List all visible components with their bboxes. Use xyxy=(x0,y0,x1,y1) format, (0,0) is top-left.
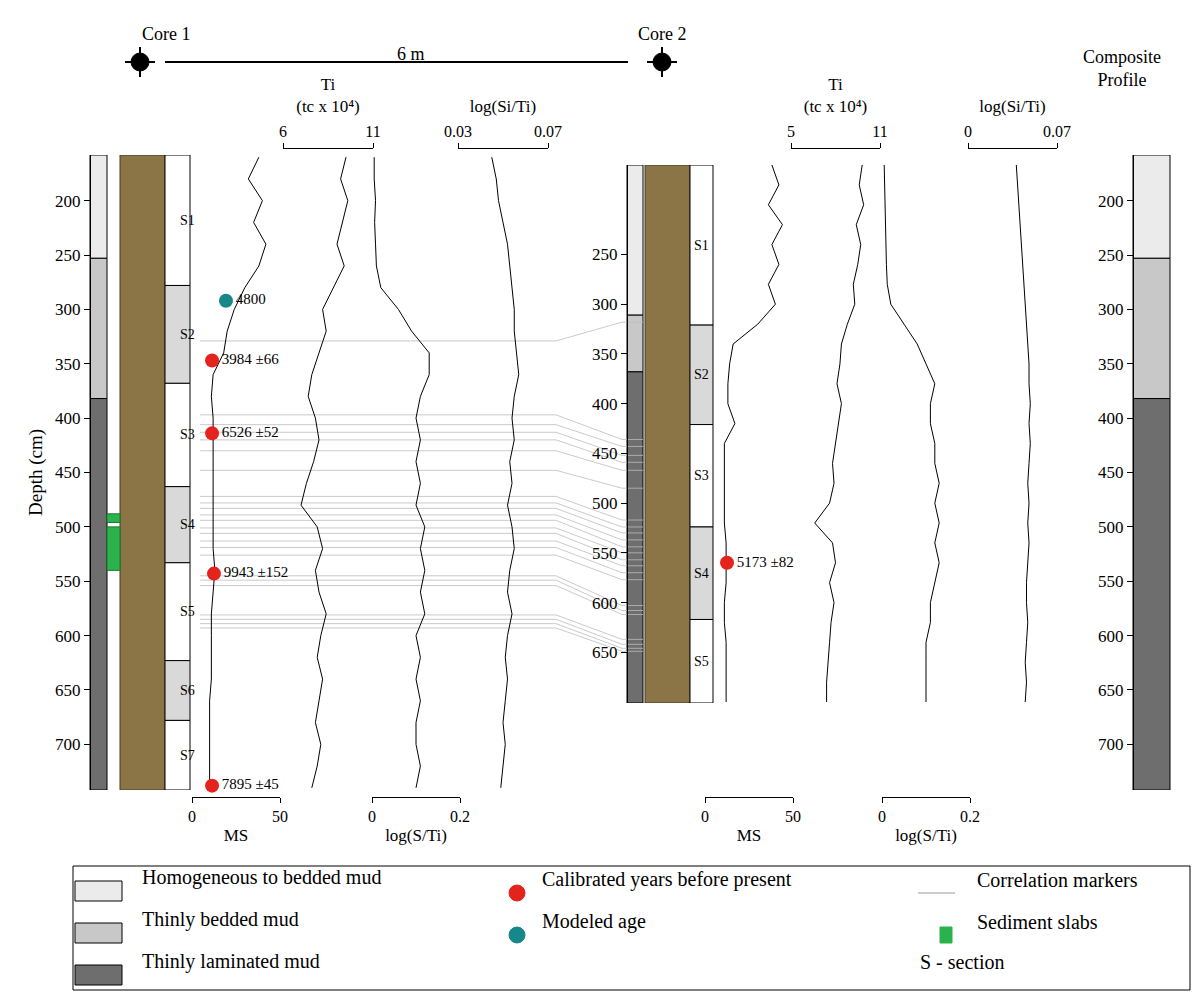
svg-text:11: 11 xyxy=(872,123,887,140)
svg-text:Correlation markers: Correlation markers xyxy=(977,869,1138,891)
svg-text:S3: S3 xyxy=(694,468,709,483)
svg-text:S4: S4 xyxy=(180,517,195,532)
svg-text:S3: S3 xyxy=(180,427,195,442)
svg-text:250: 250 xyxy=(1098,246,1124,265)
svg-text:0.07: 0.07 xyxy=(534,123,562,140)
svg-text:650: 650 xyxy=(1098,681,1124,700)
svg-text:400: 400 xyxy=(592,395,618,414)
svg-text:S1: S1 xyxy=(180,213,195,228)
svg-text:Depth (cm): Depth (cm) xyxy=(25,429,47,516)
svg-text:log(S/Ti): log(S/Ti) xyxy=(895,826,957,845)
svg-text:450: 450 xyxy=(1098,463,1124,482)
svg-text:0.07: 0.07 xyxy=(1043,123,1071,140)
svg-text:S4: S4 xyxy=(694,566,709,581)
svg-text:S - section: S - section xyxy=(920,951,1004,973)
svg-text:S5: S5 xyxy=(180,604,195,619)
svg-text:log(S/Ti): log(S/Ti) xyxy=(385,826,447,845)
svg-text:MS: MS xyxy=(737,826,762,845)
svg-text:5: 5 xyxy=(787,123,795,140)
svg-text:9943 ±152: 9943 ±152 xyxy=(224,564,288,580)
svg-text:350: 350 xyxy=(55,355,81,374)
svg-text:400: 400 xyxy=(1098,409,1124,428)
svg-text:50: 50 xyxy=(272,808,288,825)
svg-text:350: 350 xyxy=(592,345,618,364)
svg-text:550: 550 xyxy=(1098,572,1124,591)
svg-text:500: 500 xyxy=(55,518,81,537)
svg-text:700: 700 xyxy=(1098,735,1124,754)
svg-text:Core 1: Core 1 xyxy=(142,24,191,44)
svg-text:Thinly laminated mud: Thinly laminated mud xyxy=(142,950,320,973)
svg-text:3984 ±66: 3984 ±66 xyxy=(222,351,279,367)
svg-text:200: 200 xyxy=(1098,192,1124,211)
svg-text:Sediment slabs: Sediment slabs xyxy=(977,911,1098,933)
svg-text:400: 400 xyxy=(55,409,81,428)
svg-text:S6: S6 xyxy=(180,683,195,698)
svg-text:0.2: 0.2 xyxy=(960,808,980,825)
svg-text:S1: S1 xyxy=(694,238,709,253)
svg-text:0: 0 xyxy=(368,808,376,825)
svg-text:4800: 4800 xyxy=(236,291,266,307)
svg-text:250: 250 xyxy=(592,245,618,264)
svg-text:650: 650 xyxy=(55,681,81,700)
svg-text:0.03: 0.03 xyxy=(444,123,472,140)
svg-text:6526 ±52: 6526 ±52 xyxy=(222,424,279,440)
svg-text:log(Si/Ti): log(Si/Ti) xyxy=(470,97,536,116)
svg-text:11: 11 xyxy=(365,123,380,140)
svg-text:300: 300 xyxy=(55,300,81,319)
svg-text:300: 300 xyxy=(592,295,618,314)
svg-text:250: 250 xyxy=(55,246,81,265)
svg-text:0: 0 xyxy=(964,123,972,140)
svg-text:300: 300 xyxy=(1098,300,1124,319)
svg-text:350: 350 xyxy=(1098,355,1124,374)
svg-text:S2: S2 xyxy=(694,367,709,382)
svg-text:450: 450 xyxy=(592,444,618,463)
svg-text:Thinly bedded mud: Thinly bedded mud xyxy=(142,908,299,931)
svg-text:550: 550 xyxy=(55,572,81,591)
svg-text:Modeled age: Modeled age xyxy=(542,910,646,933)
svg-text:6: 6 xyxy=(279,123,287,140)
svg-text:0: 0 xyxy=(878,808,886,825)
svg-text:MS: MS xyxy=(224,826,249,845)
svg-text:600: 600 xyxy=(55,627,81,646)
svg-text:700: 700 xyxy=(55,735,81,754)
svg-text:CompositeProfile: CompositeProfile xyxy=(1083,47,1161,90)
svg-text:Core 2: Core 2 xyxy=(638,24,687,44)
svg-text:0.2: 0.2 xyxy=(450,808,470,825)
svg-text:log(Si/Ti): log(Si/Ti) xyxy=(979,97,1045,116)
svg-text:550: 550 xyxy=(592,544,618,563)
svg-text:Ti(tc x 10⁴): Ti(tc x 10⁴) xyxy=(296,75,360,116)
svg-text:Homogeneous to bedded mud: Homogeneous to bedded mud xyxy=(142,866,381,889)
svg-text:5173 ±82: 5173 ±82 xyxy=(737,554,794,570)
svg-text:7895 ±45: 7895 ±45 xyxy=(222,776,279,792)
svg-text:S5: S5 xyxy=(694,654,709,669)
svg-text:650: 650 xyxy=(592,643,618,662)
svg-text:S7: S7 xyxy=(180,748,195,763)
svg-text:500: 500 xyxy=(592,494,618,513)
svg-text:S2: S2 xyxy=(180,327,195,342)
svg-text:50: 50 xyxy=(785,808,801,825)
svg-text:600: 600 xyxy=(1098,627,1124,646)
svg-text:0: 0 xyxy=(188,808,196,825)
svg-text:Calibrated years before presen: Calibrated years before present xyxy=(542,868,792,891)
svg-text:200: 200 xyxy=(55,192,81,211)
svg-text:600: 600 xyxy=(592,594,618,613)
svg-text:Ti(tc x 10⁴): Ti(tc x 10⁴) xyxy=(804,75,868,116)
svg-text:500: 500 xyxy=(1098,518,1124,537)
svg-text:450: 450 xyxy=(55,463,81,482)
svg-text:0: 0 xyxy=(701,808,709,825)
svg-text:6 m: 6 m xyxy=(397,44,425,64)
